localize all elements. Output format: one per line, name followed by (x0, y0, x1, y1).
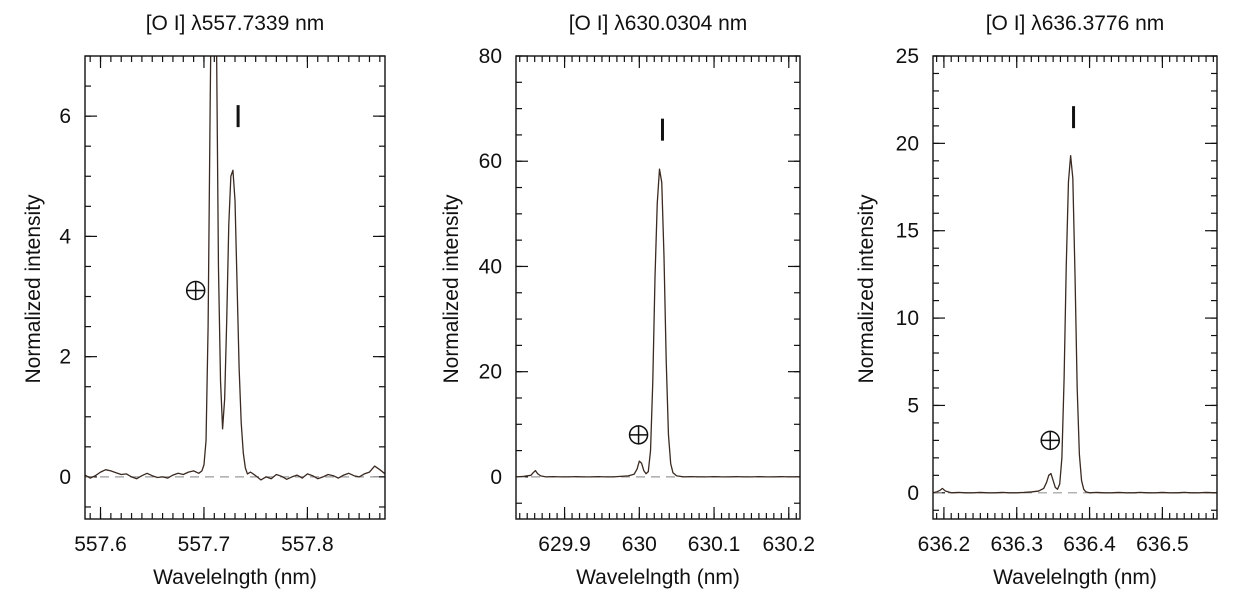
y-tick-label: 20 (479, 361, 502, 384)
x-tick-label: 636.4 (1063, 533, 1116, 556)
y-tick-label: 2 (59, 346, 71, 369)
axis-ticks: 636.2 636.3 636.4 636.5 0 5 10 15 20 25 (896, 45, 1217, 556)
y-tick-label: 60 (479, 150, 502, 173)
y-tick-label: 4 (59, 225, 71, 248)
y-tick-label: 0 (490, 466, 502, 489)
panel-title: [O I] λ557.7339 nm (146, 12, 325, 35)
spectrum-area (516, 118, 800, 478)
x-tick-label: 636.5 (1136, 533, 1189, 556)
y-axis-label: Normalized intensity (22, 194, 45, 384)
spectrum-area (85, 56, 385, 481)
y-tick-label: 5 (907, 394, 919, 417)
axis-ticks: 557.6 557.7 557.8 0 2 4 6 (59, 55, 385, 556)
y-tick-label: 25 (896, 45, 919, 68)
plot-frame (84, 55, 386, 520)
spectrum-area (933, 106, 1217, 494)
x-tick-label: 636.3 (990, 533, 1043, 556)
spectrum-line (85, 56, 385, 481)
x-tick-label: 629.9 (538, 533, 591, 556)
earth-icon (185, 280, 206, 301)
y-tick-label: 10 (896, 307, 919, 330)
x-axis-label: Wavelelngth (nm) (153, 566, 317, 589)
panel-630nm: [O I] λ630.0304 nm Normalized intensity … (440, 12, 815, 589)
y-tick-label: 40 (479, 255, 502, 278)
y-tick-label: 6 (59, 105, 71, 128)
spectrum-line (516, 168, 800, 478)
x-tick-label: 630.2 (763, 533, 816, 556)
plot-frame (515, 55, 801, 520)
y-tick-label: 20 (896, 132, 919, 155)
panel-557nm: [O I] λ557.7339 nm Normalized intensity … (22, 12, 386, 589)
panel-title: [O I] λ636.3776 nm (986, 12, 1165, 35)
x-tick-label: 557.8 (281, 533, 334, 556)
panel-title: [O I] λ630.0304 nm (569, 12, 748, 35)
y-tick-label: 15 (896, 220, 919, 243)
plot-frame (932, 55, 1218, 520)
y-tick-label: 0 (907, 482, 919, 505)
y-axis-label: Normalized intensity (855, 194, 878, 384)
x-tick-label: 557.7 (178, 533, 231, 556)
earth-icon (628, 425, 649, 445)
x-tick-label: 630.1 (688, 533, 741, 556)
y-tick-label: 80 (479, 45, 502, 68)
y-axis-label: Normalized intensity (440, 194, 463, 384)
panel-636nm: [O I] λ636.3776 nm Normalized intensity … (855, 12, 1218, 589)
y-tick-label: 0 (59, 466, 71, 489)
x-tick-label: 636.2 (918, 533, 971, 556)
x-tick-label: 557.6 (74, 533, 127, 556)
x-tick-label: 630 (622, 533, 657, 556)
earth-icon (1040, 430, 1060, 451)
spectrum-line (933, 154, 1217, 494)
x-axis-label: Wavelelngth (nm) (576, 566, 740, 589)
axis-ticks: 629.9 630 630.1 630.2 0 20 40 60 80 (479, 45, 815, 556)
x-axis-label: Wavelelngth (nm) (993, 566, 1157, 589)
